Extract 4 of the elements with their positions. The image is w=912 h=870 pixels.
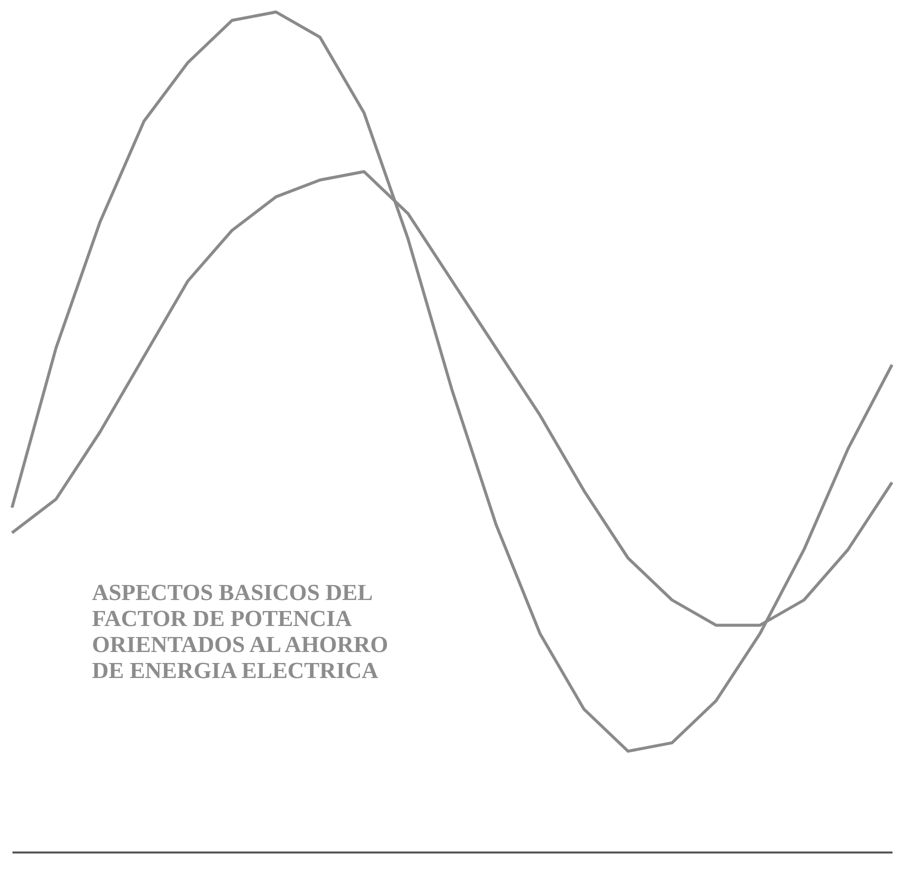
- annotation: ORIENTADOS AL AHORRO: [92, 632, 388, 657]
- annotation: FACTOR DE POTENCIA: [92, 606, 352, 631]
- annotation: DE ENERGIA ELECTRICA: [92, 658, 379, 683]
- annotation: ASPECTOS BASICOS DEL: [92, 580, 373, 605]
